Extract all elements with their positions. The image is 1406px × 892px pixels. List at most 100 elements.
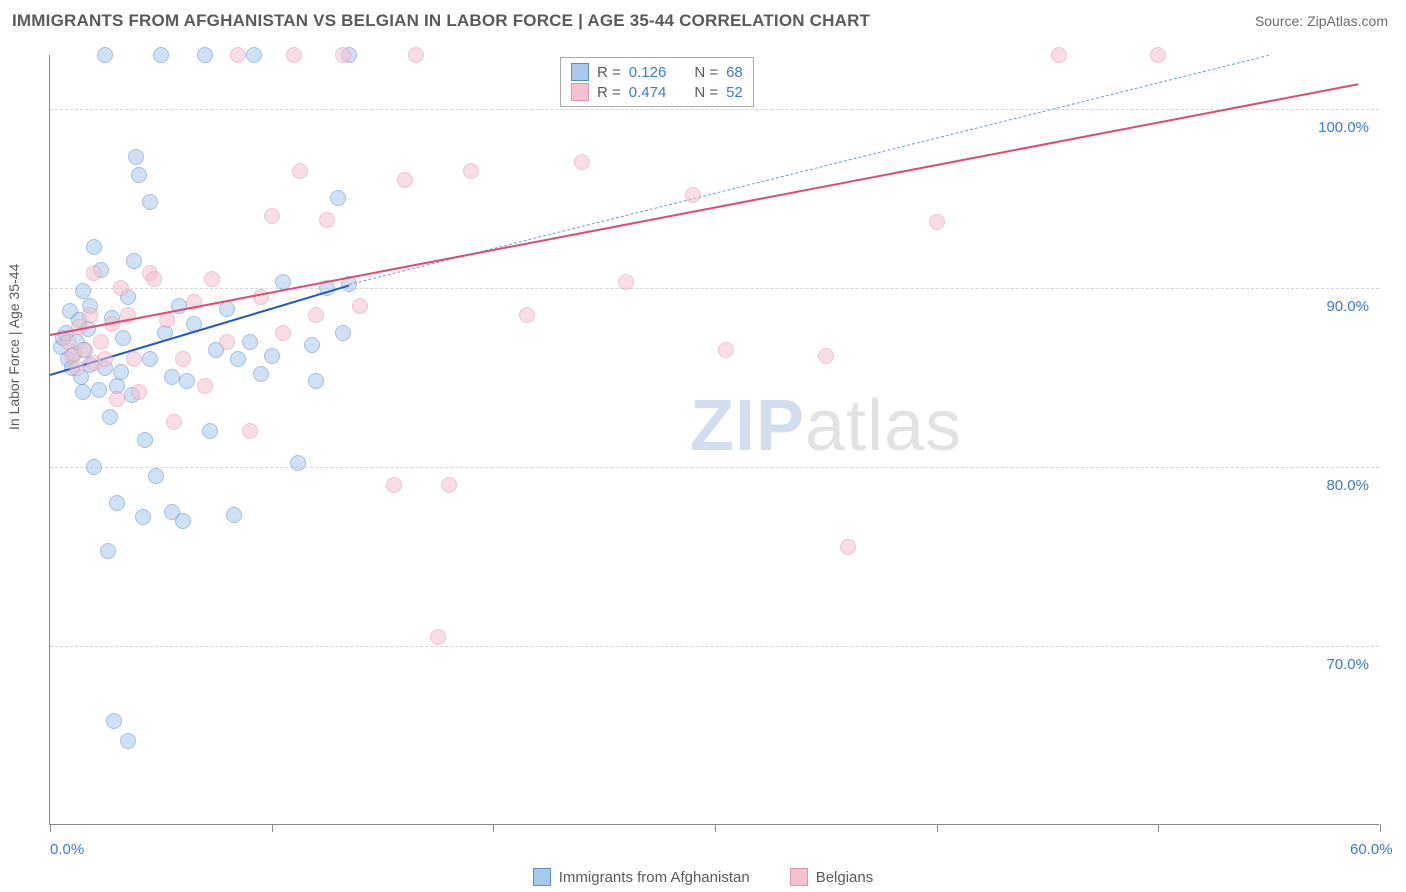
- data-point-belgian: [840, 539, 856, 555]
- data-point-belgian: [175, 351, 191, 367]
- data-point-afghan: [86, 459, 102, 475]
- data-point-afghan: [131, 167, 147, 183]
- data-point-belgian: [197, 378, 213, 394]
- data-point-afghan: [100, 543, 116, 559]
- data-point-afghan: [330, 190, 346, 206]
- data-point-afghan: [304, 337, 320, 353]
- bottom-legend-afghan: Immigrants from Afghanistan: [533, 868, 750, 886]
- trend-belgian: [50, 84, 1358, 337]
- data-point-afghan: [148, 468, 164, 484]
- watermark-atlas: atlas: [805, 386, 962, 466]
- data-point-belgian: [109, 391, 125, 407]
- legend-row-afghan: R = 0.126 N = 68: [571, 62, 743, 82]
- data-point-belgian: [929, 214, 945, 230]
- data-point-belgian: [286, 47, 302, 63]
- legend-r-value-afghan: 0.126: [629, 64, 667, 81]
- data-point-belgian: [618, 274, 634, 290]
- data-point-belgian: [685, 187, 701, 203]
- data-point-afghan: [308, 373, 324, 389]
- legend-n-value-afghan: 68: [726, 64, 743, 81]
- data-point-belgian: [166, 414, 182, 430]
- x-tick: [937, 824, 938, 832]
- data-point-belgian: [463, 163, 479, 179]
- legend-n-label: N =: [694, 84, 718, 101]
- data-point-belgian: [335, 47, 351, 63]
- bottom-label-afghan: Immigrants from Afghanistan: [559, 869, 750, 886]
- data-point-afghan: [126, 253, 142, 269]
- chart-header: IMMIGRANTS FROM AFGHANISTAN VS BELGIAN I…: [0, 0, 1406, 42]
- data-point-afghan: [142, 194, 158, 210]
- data-point-belgian: [113, 280, 129, 296]
- data-point-belgian: [204, 271, 220, 287]
- data-point-afghan: [115, 330, 131, 346]
- y-tick-label: 100.0%: [1318, 119, 1369, 136]
- data-point-belgian: [441, 477, 457, 493]
- bottom-legend: Immigrants from Afghanistan Belgians: [0, 868, 1406, 886]
- data-point-belgian: [1150, 47, 1166, 63]
- legend-row-belgian: R = 0.474 N = 52: [571, 82, 743, 102]
- data-point-belgian: [230, 47, 246, 63]
- data-point-belgian: [131, 384, 147, 400]
- data-point-belgian: [93, 334, 109, 350]
- data-point-belgian: [97, 351, 113, 367]
- data-point-afghan: [142, 351, 158, 367]
- data-point-afghan: [153, 47, 169, 63]
- data-point-belgian: [292, 163, 308, 179]
- data-point-belgian: [574, 154, 590, 170]
- x-tick: [715, 824, 716, 832]
- watermark-zip: ZIP: [690, 386, 805, 466]
- data-point-belgian: [253, 289, 269, 305]
- x-tick: [1158, 824, 1159, 832]
- bottom-legend-belgian: Belgians: [790, 868, 874, 886]
- data-point-belgian: [1051, 47, 1067, 63]
- data-point-afghan: [128, 149, 144, 165]
- data-point-afghan: [197, 47, 213, 63]
- bottom-label-belgian: Belgians: [816, 869, 874, 886]
- gridline-h: [50, 109, 1379, 110]
- legend-swatch-belgian: [571, 83, 589, 101]
- bottom-swatch-afghan: [533, 868, 551, 886]
- legend-r-value-belgian: 0.474: [629, 84, 667, 101]
- data-point-belgian: [386, 477, 402, 493]
- data-point-afghan: [97, 47, 113, 63]
- gridline-h: [50, 467, 1379, 468]
- data-point-afghan: [75, 384, 91, 400]
- x-tick: [1380, 824, 1381, 832]
- data-point-belgian: [408, 47, 424, 63]
- data-point-afghan: [246, 47, 262, 63]
- legend-r-label: R =: [597, 64, 621, 81]
- data-point-belgian: [319, 212, 335, 228]
- data-point-belgian: [818, 348, 834, 364]
- y-tick-label: 80.0%: [1326, 477, 1369, 494]
- chart-title: IMMIGRANTS FROM AFGHANISTAN VS BELGIAN I…: [12, 11, 870, 31]
- x-tick-label: 60.0%: [1350, 841, 1393, 858]
- legend-n-value-belgian: 52: [726, 84, 743, 101]
- data-point-belgian: [352, 298, 368, 314]
- data-point-afghan: [109, 495, 125, 511]
- y-tick-label: 70.0%: [1326, 656, 1369, 673]
- data-point-belgian: [308, 307, 324, 323]
- data-point-belgian: [126, 351, 142, 367]
- data-point-afghan: [290, 455, 306, 471]
- gridline-h: [50, 646, 1379, 647]
- data-point-afghan: [86, 239, 102, 255]
- data-point-belgian: [397, 172, 413, 188]
- data-point-belgian: [146, 271, 162, 287]
- chart-source: Source: ZipAtlas.com: [1255, 13, 1388, 29]
- data-point-belgian: [264, 208, 280, 224]
- correlation-legend: R = 0.126 N = 68 R = 0.474 N = 52: [560, 57, 754, 107]
- data-point-belgian: [69, 360, 85, 376]
- data-point-belgian: [242, 423, 258, 439]
- data-point-afghan: [226, 507, 242, 523]
- data-point-afghan: [242, 334, 258, 350]
- data-point-belgian: [82, 307, 98, 323]
- x-tick: [493, 824, 494, 832]
- chart-container: IMMIGRANTS FROM AFGHANISTAN VS BELGIAN I…: [0, 0, 1406, 892]
- data-point-afghan: [219, 301, 235, 317]
- y-axis-label: In Labor Force | Age 35-44: [6, 264, 22, 430]
- data-point-afghan: [202, 423, 218, 439]
- legend-n-label: N =: [694, 64, 718, 81]
- data-point-afghan: [135, 509, 151, 525]
- data-point-afghan: [179, 373, 195, 389]
- x-tick: [50, 824, 51, 832]
